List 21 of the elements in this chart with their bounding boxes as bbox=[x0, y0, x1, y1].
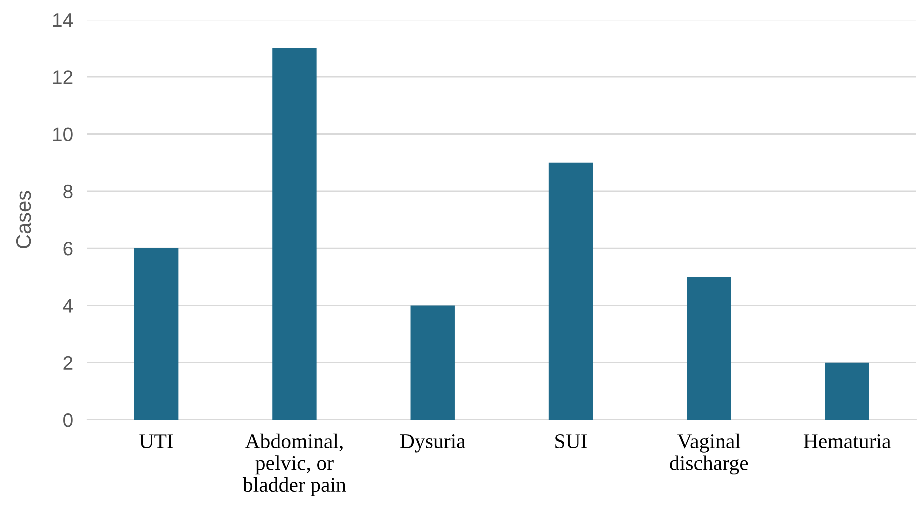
bar bbox=[272, 48, 317, 420]
y-tick-label: 0 bbox=[64, 413, 73, 428]
x-tick-label: Hematuria bbox=[804, 434, 891, 449]
bar bbox=[410, 306, 455, 420]
y-axis-title: Cases bbox=[16, 191, 32, 248]
x-tick-label: UTI bbox=[140, 434, 174, 449]
y-tick-label: 8 bbox=[64, 184, 73, 199]
y-tick-label: 2 bbox=[64, 356, 73, 370]
x-tick-label: Vaginal discharge bbox=[670, 434, 748, 475]
y-tick-label: 4 bbox=[63, 299, 74, 313]
y-tick-label: 12 bbox=[53, 70, 73, 84]
y-tick-label: 10 bbox=[53, 128, 73, 142]
bar bbox=[548, 162, 594, 420]
x-tick-label: Dysuria bbox=[400, 434, 466, 453]
x-tick-label: SUI bbox=[556, 434, 588, 449]
bar bbox=[825, 362, 870, 420]
bar bbox=[134, 248, 179, 420]
y-tick-label: 14 bbox=[53, 14, 74, 27]
bar bbox=[687, 277, 732, 420]
y-tick-label: 6 bbox=[64, 242, 73, 256]
x-tick-label: Abdominal, pelvic, or bladder pain bbox=[242, 434, 346, 496]
